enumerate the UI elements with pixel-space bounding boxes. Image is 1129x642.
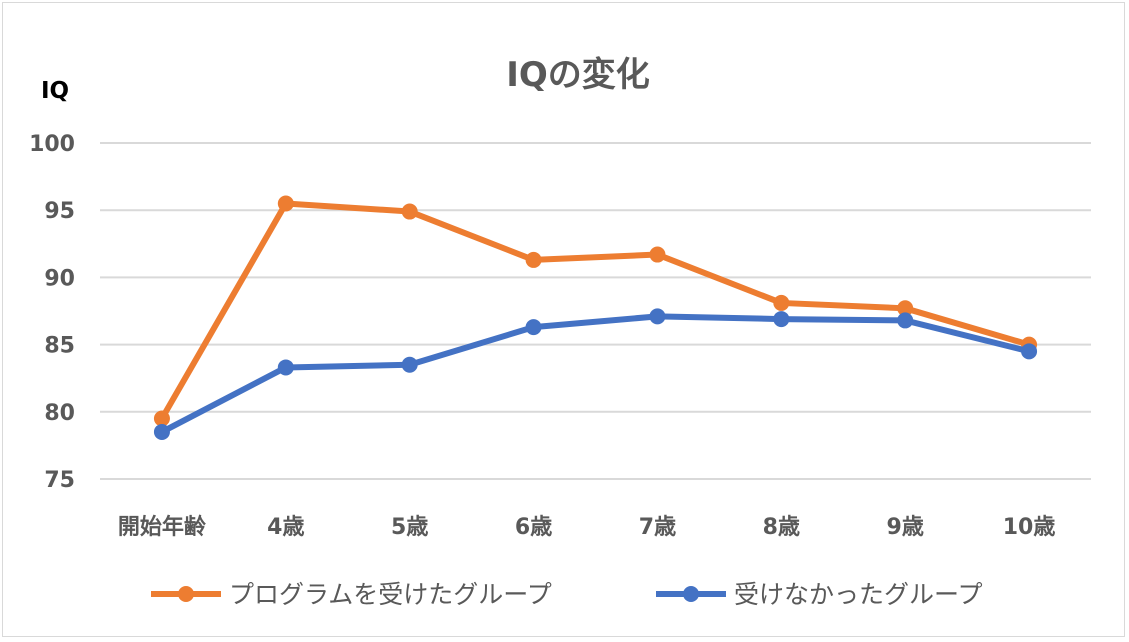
gridlines [100,142,1091,480]
y-axis-label: IQ [41,78,69,104]
series-1 [153,308,1038,440]
data-point [773,294,790,311]
x-tick-label: 7歳 [639,515,676,540]
legend-item: プログラムを受けたグループ [151,580,552,609]
data-point [277,359,294,376]
legend-swatch-marker [683,586,699,602]
x-tick-labels: 開始年齢 4歳 5歳 6歳 7歳 8歳 9歳 10歳 [118,514,1055,540]
data-point [649,308,666,325]
chart-title: IQの変化 [506,55,650,95]
y-tick-label: 95 [44,199,75,224]
data-point [401,356,418,373]
data-point [153,410,170,427]
legend-label: 受けなかったグループ [734,580,983,609]
y-tick-label: 75 [44,468,75,493]
y-tick-label: 85 [44,334,75,359]
data-point [277,195,294,212]
data-point [525,251,542,268]
y-tick-label: 90 [44,266,75,291]
data-point [897,312,914,329]
data-point [153,423,170,440]
legend-swatch-marker [178,586,194,602]
x-tick-label: 5歳 [391,515,428,540]
data-point [1021,343,1038,360]
legend-label: プログラムを受けたグループ [229,580,552,609]
y-tick-label: 80 [44,401,75,426]
legend-item: 受けなかったグループ [656,580,983,609]
x-tick-label: 9歳 [887,515,924,540]
line-chart: IQの変化 IQ 75 80 85 90 95 100 開始年齢 4歳 5歳 6歳 7歳 8歳 9歳 1… [29,55,1091,609]
x-tick-label: 6歳 [515,515,552,540]
series-lines [153,195,1038,440]
y-tick-labels: 75 80 85 90 95 100 [29,132,75,493]
x-tick-label: 開始年齢 [118,514,207,540]
series-0 [153,195,1038,427]
series-line [158,200,1033,422]
series-line [158,313,1033,435]
x-tick-label: 8歳 [763,515,800,540]
legend: プログラムを受けたグループ 受けなかったグループ [151,580,983,609]
x-tick-label: 10歳 [1003,515,1056,540]
y-tick-label: 100 [29,132,75,157]
data-point [773,311,790,328]
x-tick-label: 4歳 [267,515,304,540]
data-point [649,246,666,263]
data-point [525,319,542,336]
data-point [897,300,914,317]
data-point [401,203,418,220]
